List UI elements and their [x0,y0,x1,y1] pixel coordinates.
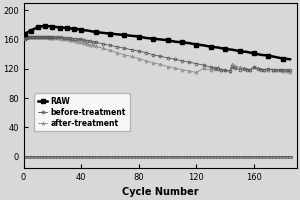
RAW [33,27,37,30]
after-treatment [271,69,275,71]
RAW [29,29,32,32]
RAW [65,27,68,30]
after-treatment [260,68,263,70]
RAW [159,38,162,41]
after-treatment [252,66,256,69]
Legend: RAW, before-treatment, after-treatment: RAW, before-treatment, after-treatment [34,93,130,131]
RAW [144,37,148,39]
before-treatment [116,46,119,48]
RAW [48,25,51,27]
RAW [94,31,97,33]
RAW [173,40,177,43]
RAW [260,54,263,56]
after-treatment [29,35,32,38]
RAW [224,48,227,50]
RAW [43,25,47,27]
RAW [40,25,44,27]
Line: RAW: RAW [23,25,292,61]
RAW [108,32,112,35]
RAW [69,27,73,30]
RAW [116,33,119,36]
RAW [152,38,155,40]
RAW [245,51,249,53]
before-treatment [228,70,231,72]
RAW [72,28,76,30]
RAW [123,34,126,36]
RAW [50,26,54,28]
before-treatment [23,38,27,40]
RAW [23,33,27,36]
RAW [180,41,184,44]
RAW [55,26,58,28]
RAW [274,56,278,58]
after-treatment [48,37,51,39]
before-treatment [48,36,51,38]
RAW [26,31,30,33]
RAW [137,35,141,38]
before-treatment [271,68,275,71]
Line: before-treatment: before-treatment [24,35,291,72]
RAW [238,50,242,52]
RAW [62,27,66,29]
before-treatment [288,69,292,71]
RAW [281,57,285,60]
RAW [36,26,40,28]
after-treatment [195,71,198,74]
Line: after-treatment: after-treatment [24,35,291,74]
RAW [166,39,169,41]
after-treatment [68,39,71,41]
RAW [252,52,256,55]
before-treatment [68,37,71,39]
RAW [216,46,220,49]
after-treatment [116,51,119,54]
RAW [202,44,206,47]
after-treatment [23,37,27,39]
RAW [79,29,83,31]
RAW [231,49,234,51]
RAW [86,29,90,32]
RAW [58,27,61,29]
before-treatment [252,66,256,69]
before-treatment [29,35,32,38]
after-treatment [288,71,292,73]
RAW [76,28,80,30]
RAW [267,54,270,57]
RAW [101,32,104,34]
X-axis label: Cycle Number: Cycle Number [122,187,199,197]
RAW [288,58,292,60]
RAW [130,35,134,37]
RAW [195,43,198,46]
RAW [209,46,213,48]
before-treatment [260,68,263,71]
RAW [188,42,191,44]
